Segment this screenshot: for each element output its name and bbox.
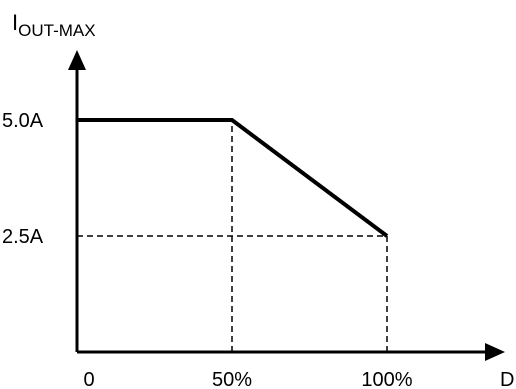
y-axis-label-sub: OUT-MAX [18,21,95,40]
x-tick-label: 0 [83,369,94,389]
series-line [77,118,389,238]
y-axis-label: IOUT-MAX [12,10,96,40]
x-tick-label: 100% [361,369,412,389]
y-axis-arrow-icon [68,50,86,70]
x-axis-arrow-icon [485,343,505,361]
x-axis-label: D [500,369,514,389]
y-tick-label: 2.5A [2,226,44,248]
y-tick-label: 5.0A [2,110,44,132]
reference-lines [77,120,388,352]
x-tick-label: 50% [212,369,252,389]
y-axis-label-main: I [12,10,18,35]
